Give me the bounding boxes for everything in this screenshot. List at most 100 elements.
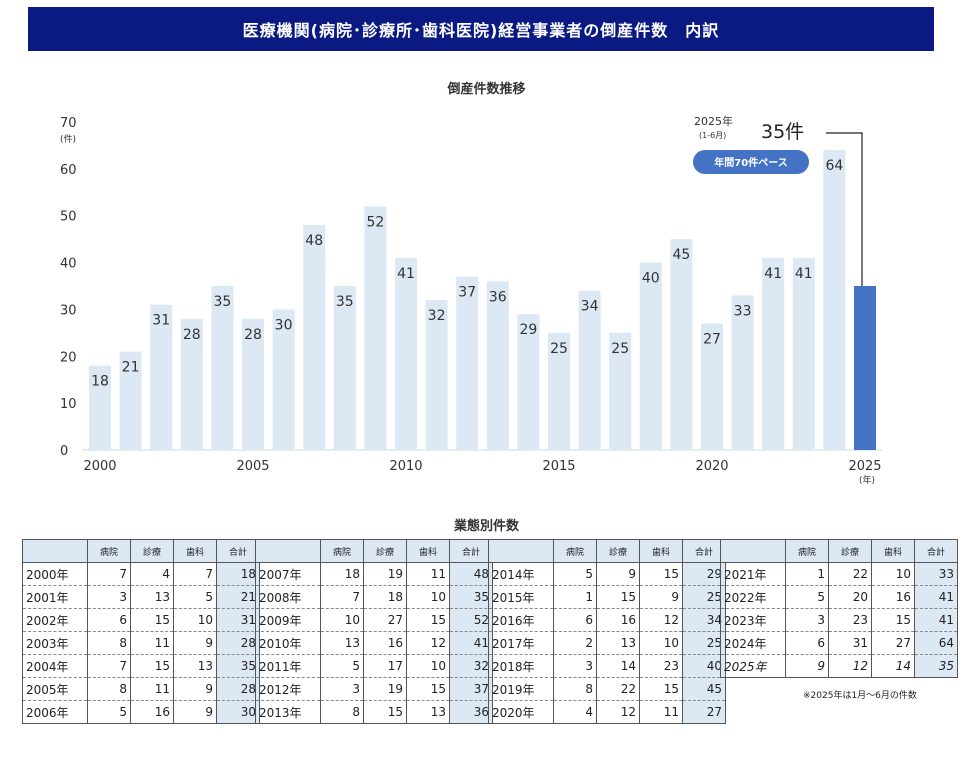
column-header: 歯科 bbox=[639, 539, 683, 563]
y-tick-label: 30 bbox=[60, 303, 77, 318]
bar-value-label: 52 bbox=[366, 214, 384, 230]
column-header: 診療 bbox=[130, 539, 174, 563]
row-total: 30 bbox=[216, 700, 260, 724]
column-header: 病院 bbox=[320, 539, 364, 563]
row-year: 2012年 bbox=[255, 677, 321, 701]
table-row: 2018年 3 14 23 40 bbox=[488, 654, 726, 678]
page-title-banner: 医療機関(病院･診療所･歯科医院)経営事業者の倒産件数 内訳 bbox=[28, 7, 934, 51]
bar-2024 bbox=[823, 150, 846, 450]
row-dental: 15 bbox=[639, 562, 683, 586]
row-clinic: 27 bbox=[363, 608, 407, 632]
row-dental: 11 bbox=[406, 562, 450, 586]
row-clinic: 20 bbox=[828, 585, 872, 609]
bar-2015 bbox=[548, 332, 570, 450]
row-hospital: 6 bbox=[553, 608, 597, 632]
row-total: 36 bbox=[449, 700, 493, 724]
bar-2009 bbox=[364, 206, 387, 450]
year-table-1: 病院 診療 歯科 合計 2000年 7 4 7 18 2001年 3 13 5 21 2002年 6 15 10 3… bbox=[22, 539, 260, 724]
year-table-3: 病院 診療 歯科 合計 2014年 5 9 15 29 2015年 1 15 9 25 2016年 6 16 12… bbox=[488, 539, 726, 724]
row-hospital: 6 bbox=[785, 631, 829, 655]
bar-value-label: 64 bbox=[825, 158, 843, 174]
table-row: 2014年 5 9 15 29 bbox=[488, 562, 726, 586]
column-header: 合計 bbox=[216, 539, 260, 563]
row-hospital: 4 bbox=[553, 700, 597, 724]
row-dental: 9 bbox=[639, 585, 683, 609]
table-header-row: 病院 診療 歯科 合計 bbox=[720, 539, 958, 563]
row-year: 2019年 bbox=[488, 677, 554, 701]
bar-2004 bbox=[211, 286, 234, 450]
year-table-4: 病院 診療 歯科 合計 2021年 1 22 10 33 2022年 5 20 16 41 2023年 3 23… bbox=[720, 539, 958, 678]
column-header: 歯科 bbox=[871, 539, 915, 563]
row-hospital: 1 bbox=[785, 562, 829, 586]
row-total: 21 bbox=[216, 585, 260, 609]
row-hospital: 3 bbox=[553, 654, 597, 678]
row-hospital: 10 bbox=[320, 608, 364, 632]
table-row: 2009年 10 27 15 52 bbox=[255, 608, 493, 632]
row-clinic: 17 bbox=[363, 654, 407, 678]
table-row: 2007年 18 19 11 48 bbox=[255, 562, 493, 586]
row-year: 2001年 bbox=[22, 585, 88, 609]
bar-2001 bbox=[119, 351, 142, 450]
x-tick-label: 2025 bbox=[848, 459, 881, 474]
row-dental: 10 bbox=[406, 585, 450, 609]
row-total: 48 bbox=[449, 562, 493, 586]
row-clinic: 15 bbox=[130, 654, 174, 678]
row-clinic: 13 bbox=[130, 585, 174, 609]
row-year: 2006年 bbox=[22, 700, 88, 724]
column-header bbox=[22, 539, 88, 563]
y-tick-label: 0 bbox=[60, 444, 68, 459]
column-header: 診療 bbox=[363, 539, 407, 563]
bar-value-label: 32 bbox=[428, 308, 446, 324]
table-row: 2002年 6 15 10 31 bbox=[22, 608, 260, 632]
bar-2014 bbox=[517, 314, 540, 450]
row-clinic: 15 bbox=[363, 700, 407, 724]
row-hospital: 8 bbox=[320, 700, 364, 724]
table-row: 2003年 8 11 9 28 bbox=[22, 631, 260, 655]
table-row: 2006年 5 16 9 30 bbox=[22, 700, 260, 724]
row-total: 32 bbox=[449, 654, 493, 678]
row-dental: 16 bbox=[871, 585, 915, 609]
row-total: 27 bbox=[682, 700, 726, 724]
row-hospital: 5 bbox=[553, 562, 597, 586]
table-row: 2022年 5 20 16 41 bbox=[720, 585, 958, 609]
row-hospital: 7 bbox=[320, 585, 364, 609]
bar-value-label: 25 bbox=[611, 341, 629, 357]
bar-value-label: 31 bbox=[152, 313, 170, 329]
table-row: 2000年 7 4 7 18 bbox=[22, 562, 260, 586]
annotation-leader-line bbox=[826, 132, 863, 286]
row-clinic: 22 bbox=[596, 677, 640, 701]
row-dental: 10 bbox=[173, 608, 217, 632]
table-row: 2024年 6 31 27 64 bbox=[720, 631, 958, 655]
row-hospital: 3 bbox=[320, 677, 364, 701]
row-year: 2013年 bbox=[255, 700, 321, 724]
row-clinic: 11 bbox=[130, 631, 174, 655]
table-row: 2005年 8 11 9 28 bbox=[22, 677, 260, 701]
year-table-2: 病院 診療 歯科 合計 2007年 18 19 11 48 2008年 7 18 10 35 2009年 10… bbox=[255, 539, 493, 724]
row-year: 2004年 bbox=[22, 654, 88, 678]
bar-chart: 0 10 20 30 40 50 60 70 (件) 18 21 31 28 35 28 30 48 35 52 41… bbox=[60, 114, 882, 486]
table-row: 2010年 13 16 12 41 bbox=[255, 631, 493, 655]
row-dental: 27 bbox=[871, 631, 915, 655]
row-year: 2014年 bbox=[488, 562, 554, 586]
table-row: 2015年 1 15 9 25 bbox=[488, 585, 726, 609]
table-wrap-2: 病院 診療 歯科 合計 2007年 18 19 11 48 2008年 7 18 10 35 2009年 10… bbox=[255, 539, 493, 724]
bar-2003 bbox=[180, 318, 203, 450]
row-hospital: 7 bbox=[87, 654, 131, 678]
row-clinic: 16 bbox=[596, 608, 640, 632]
row-hospital: 9 bbox=[785, 654, 829, 678]
row-total: 37 bbox=[449, 677, 493, 701]
row-dental: 11 bbox=[639, 700, 683, 724]
row-year: 2009年 bbox=[255, 608, 321, 632]
bar-value-label: 35 bbox=[213, 294, 231, 310]
row-clinic: 4 bbox=[130, 562, 174, 586]
column-header bbox=[255, 539, 321, 563]
row-clinic: 15 bbox=[130, 608, 174, 632]
row-total: 28 bbox=[216, 631, 260, 655]
bar-value-label: 41 bbox=[397, 266, 415, 282]
row-total: 52 bbox=[449, 608, 493, 632]
row-year: 2022年 bbox=[720, 585, 786, 609]
row-hospital: 8 bbox=[87, 677, 131, 701]
column-header: 合計 bbox=[449, 539, 493, 563]
bar-2010 bbox=[395, 257, 417, 450]
y-axis-unit: (件) bbox=[60, 133, 76, 145]
